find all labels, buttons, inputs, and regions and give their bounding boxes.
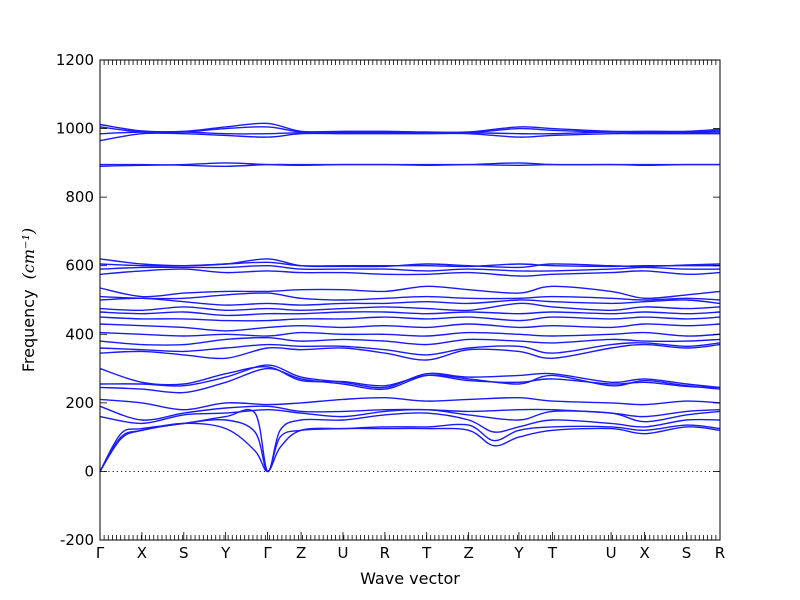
band-line-6 [99, 396, 721, 411]
kpoint-label: R [715, 544, 725, 562]
y-tick-label: 200 [65, 394, 94, 412]
band-line-11 [99, 342, 721, 356]
kpoint-label: Y [220, 544, 231, 562]
kpoint-label: S [682, 544, 692, 562]
band-line-24 [99, 258, 721, 269]
kpoint-label: T [547, 544, 558, 562]
band-line-14 [99, 323, 721, 332]
band-line-18 [99, 297, 721, 306]
y-axis-label-name: Frequency [19, 289, 38, 372]
band-line-16 [99, 311, 721, 317]
band-line-13 [99, 331, 721, 337]
kpoint-label: S [179, 544, 189, 562]
kpoint-label: Γ [96, 544, 105, 562]
kpoint-label: Y [513, 544, 524, 562]
kpoint-label: R [380, 544, 390, 562]
band-line-9 [99, 366, 721, 389]
kpoint-label: X [137, 544, 147, 562]
y-tick-label: 0 [84, 462, 94, 480]
band-line-20 [99, 285, 721, 300]
band-line-21 [99, 268, 721, 277]
band-line-26 [99, 163, 720, 168]
band-line-15 [99, 316, 721, 322]
band-line-17 [99, 302, 721, 312]
kpoint-label: U [337, 544, 348, 562]
band-line-22 [99, 264, 721, 272]
x-axis-label: Wave vector [360, 569, 460, 588]
kpoint-label: Γ [263, 544, 272, 562]
kpoint-label: X [639, 544, 649, 562]
band-line-1 [99, 422, 721, 473]
band-line-5 [99, 405, 721, 421]
y-axis: -200 0 200 400 600 800 1000 1200 [56, 51, 720, 549]
band-line-10 [99, 343, 721, 361]
band-line-2 [99, 418, 721, 473]
kpoint-label: U [606, 544, 617, 562]
kpoint-label: T [421, 544, 432, 562]
band-line-12 [99, 336, 721, 346]
y-tick-label: 800 [65, 188, 94, 206]
y-tick-label: 400 [65, 325, 94, 343]
y-tick-label: -200 [60, 531, 94, 549]
band-line-27 [99, 132, 720, 142]
y-axis-unit: (cm⁻¹) [19, 228, 38, 279]
band-line-30 [99, 122, 721, 134]
plot-area [99, 59, 721, 541]
y-tick-label: 600 [65, 257, 94, 275]
kpoint-label: Z [296, 544, 306, 562]
band-line-3 [99, 408, 721, 473]
y-tick-label: 1000 [56, 120, 94, 138]
kpoint-label: Z [464, 544, 474, 562]
y-tick-label: 1200 [56, 51, 94, 69]
y-axis-label: Frequency (cm⁻¹) [19, 228, 38, 372]
band-line-19 [99, 292, 721, 301]
